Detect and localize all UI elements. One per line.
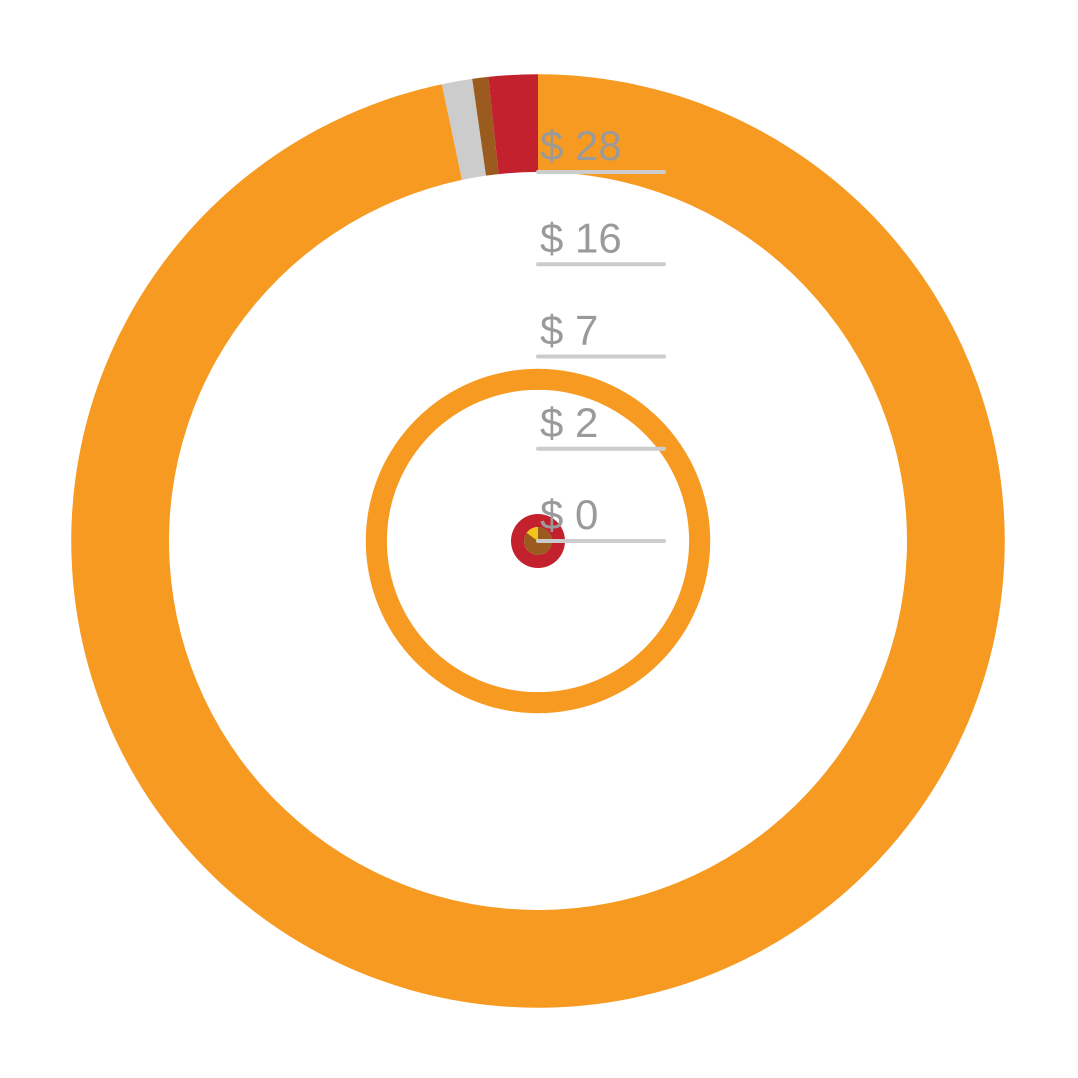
tick-label: $ 28	[540, 122, 622, 169]
tick-label: $ 2	[540, 399, 598, 446]
tick-label: $ 7	[540, 307, 598, 354]
ring-segment	[510, 513, 566, 569]
tick-label: $ 16	[540, 214, 622, 261]
ring-segment	[488, 74, 538, 175]
ring-segment	[441, 78, 487, 180]
ring-segment	[472, 76, 499, 176]
tick-label: $ 0	[540, 491, 598, 538]
ring-segment	[526, 527, 538, 541]
